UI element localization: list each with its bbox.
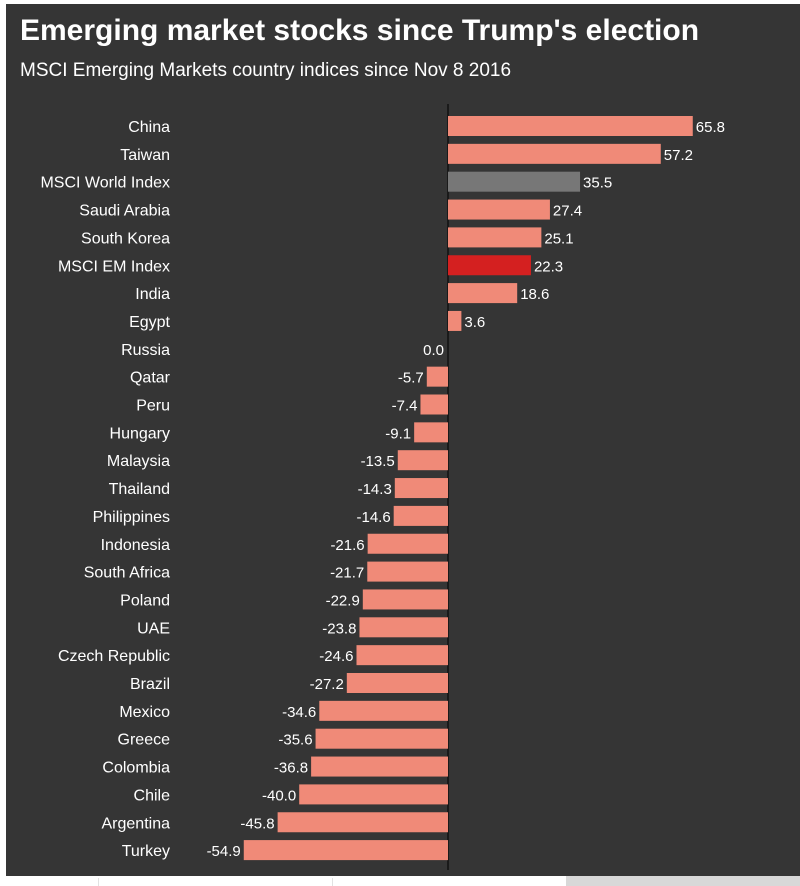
footer-divider	[98, 878, 99, 886]
category-label: Russia	[121, 342, 170, 359]
category-label: China	[128, 119, 170, 136]
value-label: -34.6	[282, 704, 316, 721]
category-label: India	[135, 286, 170, 303]
value-label: -40.0	[262, 787, 296, 804]
bar-hungary	[414, 422, 448, 443]
bar-mexico	[319, 700, 448, 721]
category-label: Brazil	[130, 676, 170, 693]
category-label: Argentina	[102, 815, 171, 832]
category-label: Thailand	[109, 481, 170, 498]
value-label: -14.6	[356, 509, 390, 526]
bar-colombia	[311, 756, 448, 777]
category-label: Philippines	[93, 509, 170, 526]
category-label: South Korea	[81, 230, 170, 247]
value-label: -5.7	[398, 370, 424, 387]
value-label: -35.6	[278, 732, 312, 749]
value-label: 35.5	[583, 175, 612, 192]
bar-china	[448, 116, 693, 136]
value-label: 18.6	[520, 286, 549, 303]
bar-czech-republic	[356, 645, 448, 666]
chart-subtitle: MSCI Emerging Markets country indices si…	[20, 60, 512, 81]
value-label: -45.8	[240, 815, 274, 832]
category-label: MSCI EM Index	[58, 258, 170, 275]
bar-peru	[420, 394, 448, 415]
value-label: 22.3	[534, 258, 563, 275]
value-label: 25.1	[544, 230, 573, 247]
category-label: Qatar	[130, 370, 171, 387]
category-label: MSCI World Index	[40, 175, 170, 192]
bar-philippines	[393, 505, 448, 526]
bar-uae	[359, 617, 448, 638]
footer-divider	[332, 878, 333, 886]
value-label: -22.9	[326, 592, 360, 609]
bar-msci-world-index	[448, 171, 581, 192]
category-label: Mexico	[119, 704, 170, 721]
bar-qatar	[426, 366, 448, 387]
value-label: -36.8	[274, 760, 308, 777]
category-label: Czech Republic	[58, 648, 170, 665]
category-label: Colombia	[102, 760, 170, 777]
category-label: South Africa	[84, 565, 170, 582]
bar-brazil	[346, 673, 448, 693]
bar-msci-em-index	[448, 255, 531, 276]
value-label: -21.7	[330, 565, 364, 582]
category-label: Greece	[118, 732, 171, 749]
category-label: Chile	[134, 787, 171, 804]
bar-chile	[299, 784, 448, 805]
value-label: -27.2	[310, 676, 344, 693]
bar-indonesia	[367, 533, 448, 554]
value-label: -21.6	[330, 537, 364, 554]
category-label: Poland	[120, 592, 170, 609]
category-label: Hungary	[110, 425, 170, 442]
category-label: Egypt	[129, 314, 170, 331]
footer-shade	[566, 876, 800, 886]
value-label: -9.1	[385, 425, 411, 442]
bar-thailand	[394, 478, 448, 499]
bar-egypt	[448, 310, 462, 331]
bar-south-africa	[367, 561, 448, 582]
value-label: 27.4	[553, 203, 582, 220]
category-label: Saudi Arabia	[79, 203, 170, 220]
category-label: UAE	[137, 620, 170, 637]
value-label: 0.0	[423, 342, 444, 359]
category-label: Malaysia	[107, 453, 170, 470]
value-label: 65.8	[696, 119, 725, 136]
bar-saudi-arabia	[448, 199, 550, 220]
value-label: -54.9	[207, 843, 241, 860]
footer-strip	[0, 876, 800, 886]
value-label: -7.4	[392, 398, 418, 415]
bar-malaysia	[397, 450, 448, 471]
category-label: Taiwan	[120, 147, 170, 164]
value-label: -24.6	[319, 648, 353, 665]
bar-taiwan	[448, 143, 661, 164]
category-label: Turkey	[122, 843, 170, 860]
bar-india	[448, 283, 518, 304]
value-label: -23.8	[322, 620, 356, 637]
category-label: Peru	[136, 398, 170, 415]
bar-south-korea	[448, 227, 542, 248]
bar-poland	[362, 589, 448, 610]
value-label: -14.3	[358, 481, 392, 498]
chart-title: Emerging market stocks since Trump's ele…	[20, 14, 700, 47]
bar-greece	[315, 728, 448, 749]
bar-turkey	[243, 840, 448, 861]
bar-argentina	[277, 812, 448, 833]
value-label: 57.2	[664, 147, 693, 164]
value-label: -13.5	[361, 453, 395, 470]
category-label: Indonesia	[101, 537, 170, 554]
value-label: 3.6	[464, 314, 485, 331]
